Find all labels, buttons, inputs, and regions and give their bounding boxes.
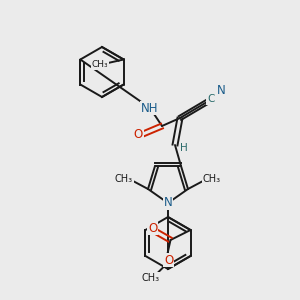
Text: O: O	[164, 254, 173, 266]
Text: N: N	[164, 196, 172, 209]
Text: CH₃: CH₃	[91, 60, 108, 69]
Text: O: O	[148, 221, 157, 235]
Text: H: H	[180, 143, 188, 153]
Text: CH₃: CH₃	[203, 174, 221, 184]
Text: CH₃: CH₃	[142, 273, 160, 283]
Text: NH: NH	[141, 101, 159, 115]
Text: CH₃: CH₃	[115, 174, 133, 184]
Text: C: C	[207, 94, 215, 104]
Text: N: N	[217, 85, 225, 98]
Text: O: O	[134, 128, 142, 142]
